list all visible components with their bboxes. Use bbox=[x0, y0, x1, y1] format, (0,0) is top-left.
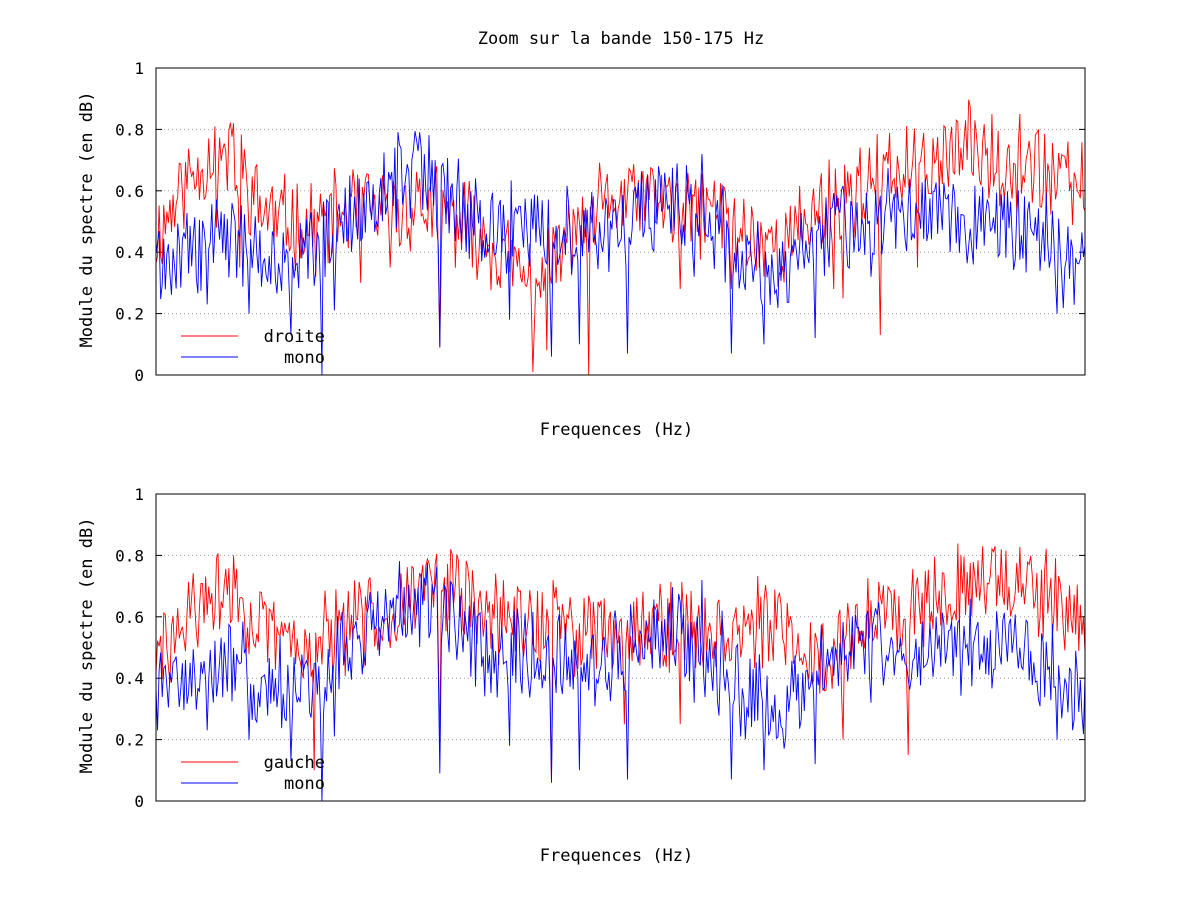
legend-label-droite: droite bbox=[264, 327, 325, 347]
legend-label-mono: mono bbox=[284, 348, 325, 368]
series-lines bbox=[156, 543, 1085, 801]
x-axis-label: Frequences (Hz) bbox=[540, 846, 694, 866]
series-line-mono bbox=[156, 561, 1085, 801]
y-tick-label: 0.6 bbox=[115, 182, 144, 201]
y-tick-label: 0.4 bbox=[115, 669, 144, 688]
y-tick-label: 0.4 bbox=[115, 243, 144, 262]
series-line-mono bbox=[156, 130, 1085, 375]
x-axis-label: Frequences (Hz) bbox=[540, 420, 694, 440]
y-axis-label: Module du spectre (en dB) bbox=[77, 518, 97, 774]
y-tick-label: 0.6 bbox=[115, 608, 144, 627]
plot-frame bbox=[155, 493, 1086, 802]
y-axis-label: Module du spectre (en dB) bbox=[77, 92, 97, 348]
series-line-droite bbox=[156, 99, 1085, 375]
y-tick-label: 0 bbox=[134, 792, 144, 811]
legend-label-mono: mono bbox=[284, 774, 325, 794]
series-line-gauche bbox=[156, 543, 1085, 783]
y-tick-label: 0.8 bbox=[115, 546, 144, 565]
y-tick-label: 1 bbox=[134, 485, 144, 504]
figure-title: Zoom sur la bande 150-175 Hz bbox=[478, 29, 765, 49]
plot-frame bbox=[155, 67, 1086, 376]
legend-label-gauche: gauche bbox=[264, 753, 325, 773]
y-tick-label: 1 bbox=[134, 59, 144, 78]
y-tick-label: 0.2 bbox=[115, 731, 144, 750]
y-tick-label: 0.2 bbox=[115, 305, 144, 324]
series-lines bbox=[156, 99, 1085, 375]
y-tick-label: 0.8 bbox=[115, 120, 144, 139]
y-tick-label: 0 bbox=[134, 366, 144, 385]
